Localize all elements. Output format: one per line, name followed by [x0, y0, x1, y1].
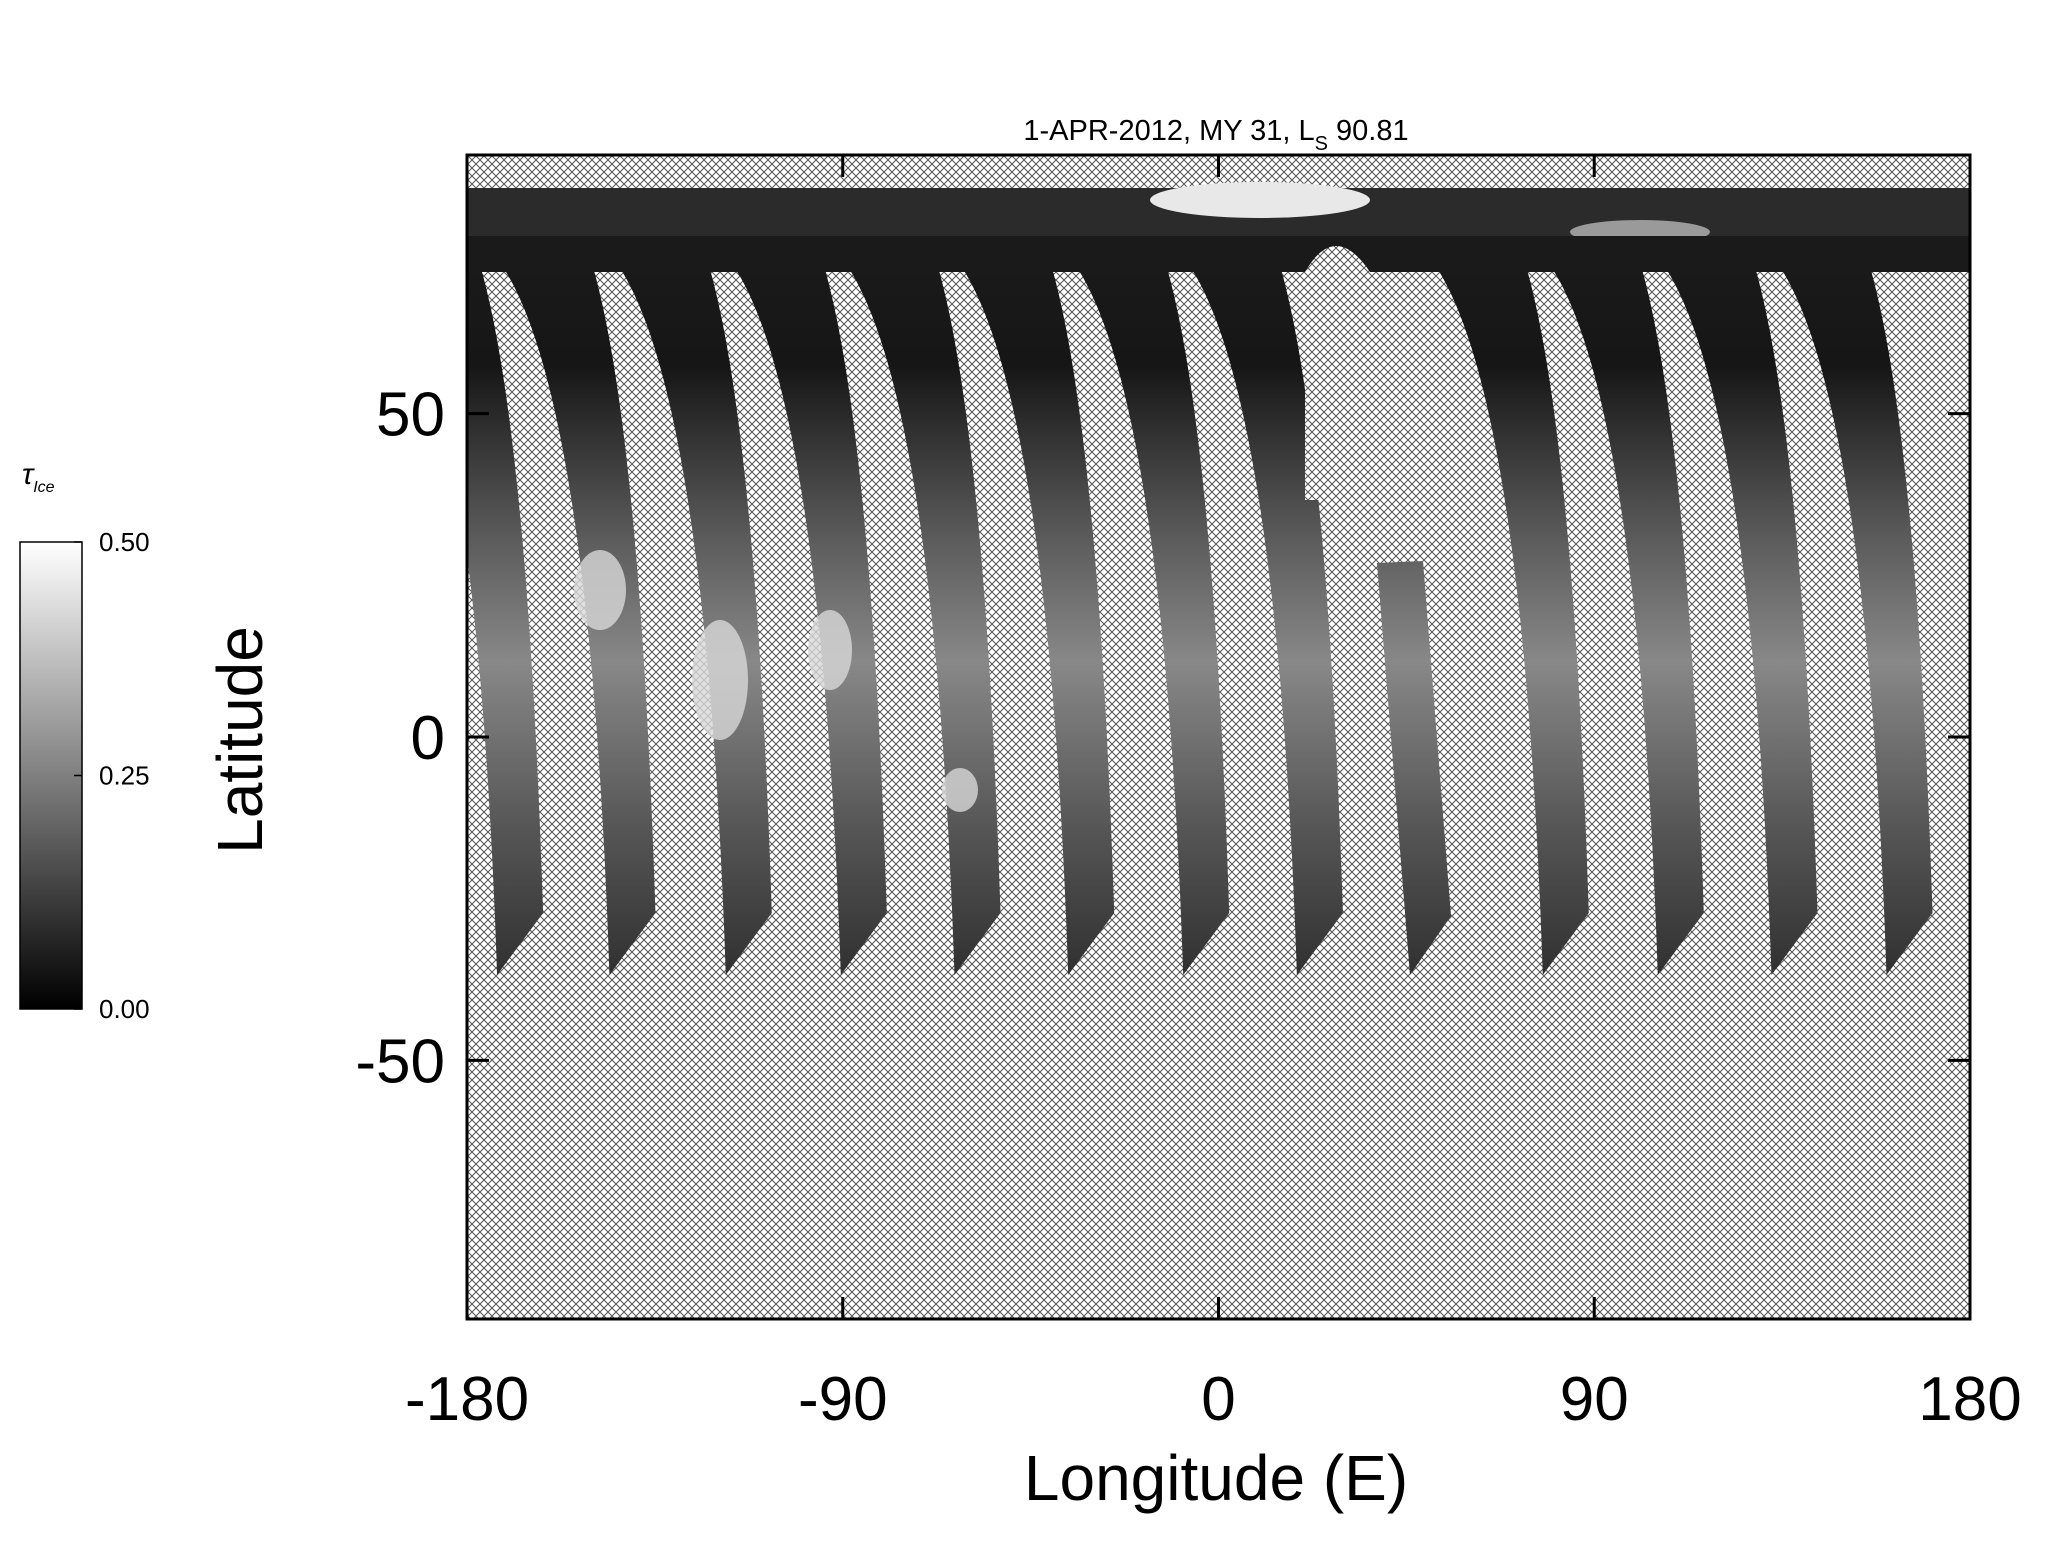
swath	[1771, 255, 1933, 975]
swath	[1656, 255, 1818, 975]
title-tail: 90.81	[1328, 115, 1409, 147]
swath	[1377, 561, 1451, 975]
swath	[610, 255, 772, 975]
colorbar-label-sub: Ice	[33, 479, 54, 496]
swath	[1068, 255, 1230, 975]
polar-bright	[1150, 182, 1370, 218]
swath	[1181, 255, 1343, 975]
colorbar-label: τIce	[22, 458, 55, 496]
colorbar-tick-label: 0.25	[99, 761, 150, 791]
bright-cloud	[574, 550, 626, 630]
y-tick-label: 0	[411, 704, 445, 773]
y-tick-label: 50	[376, 381, 445, 450]
colorbar-tick-label: 0.50	[99, 527, 150, 557]
bright-cloud	[808, 610, 852, 690]
swath	[494, 255, 656, 975]
chart-title: 1-APR-2012, MY 31, LS 90.81	[1023, 115, 1408, 155]
x-axis-label: Longitude (E)	[1024, 1442, 1408, 1514]
swath	[953, 255, 1115, 975]
bright-cloud	[692, 620, 748, 740]
colorbar-label-main: τ	[22, 458, 35, 491]
title-main: 1-APR-2012, MY 31, L	[1023, 115, 1314, 147]
x-tick-label: -180	[405, 1365, 529, 1434]
x-tick-label: -90	[798, 1365, 888, 1434]
bright-cloud	[942, 768, 978, 812]
swaths	[467, 182, 1970, 975]
swath	[1542, 255, 1704, 975]
colorbar	[19, 541, 83, 1010]
x-tick-label: 90	[1560, 1365, 1629, 1434]
x-tick-label: 180	[1918, 1365, 2021, 1434]
colorbar-tick-label: 0.00	[99, 994, 150, 1024]
y-tick-label: -50	[355, 1027, 445, 1096]
y-axis-label: Latitude	[204, 626, 276, 854]
polar-gap	[1305, 246, 1370, 500]
x-tick-label: 0	[1201, 1365, 1235, 1434]
swath	[1427, 255, 1589, 975]
title-sub: S	[1315, 133, 1328, 155]
swath	[467, 255, 544, 975]
swath	[725, 255, 887, 975]
